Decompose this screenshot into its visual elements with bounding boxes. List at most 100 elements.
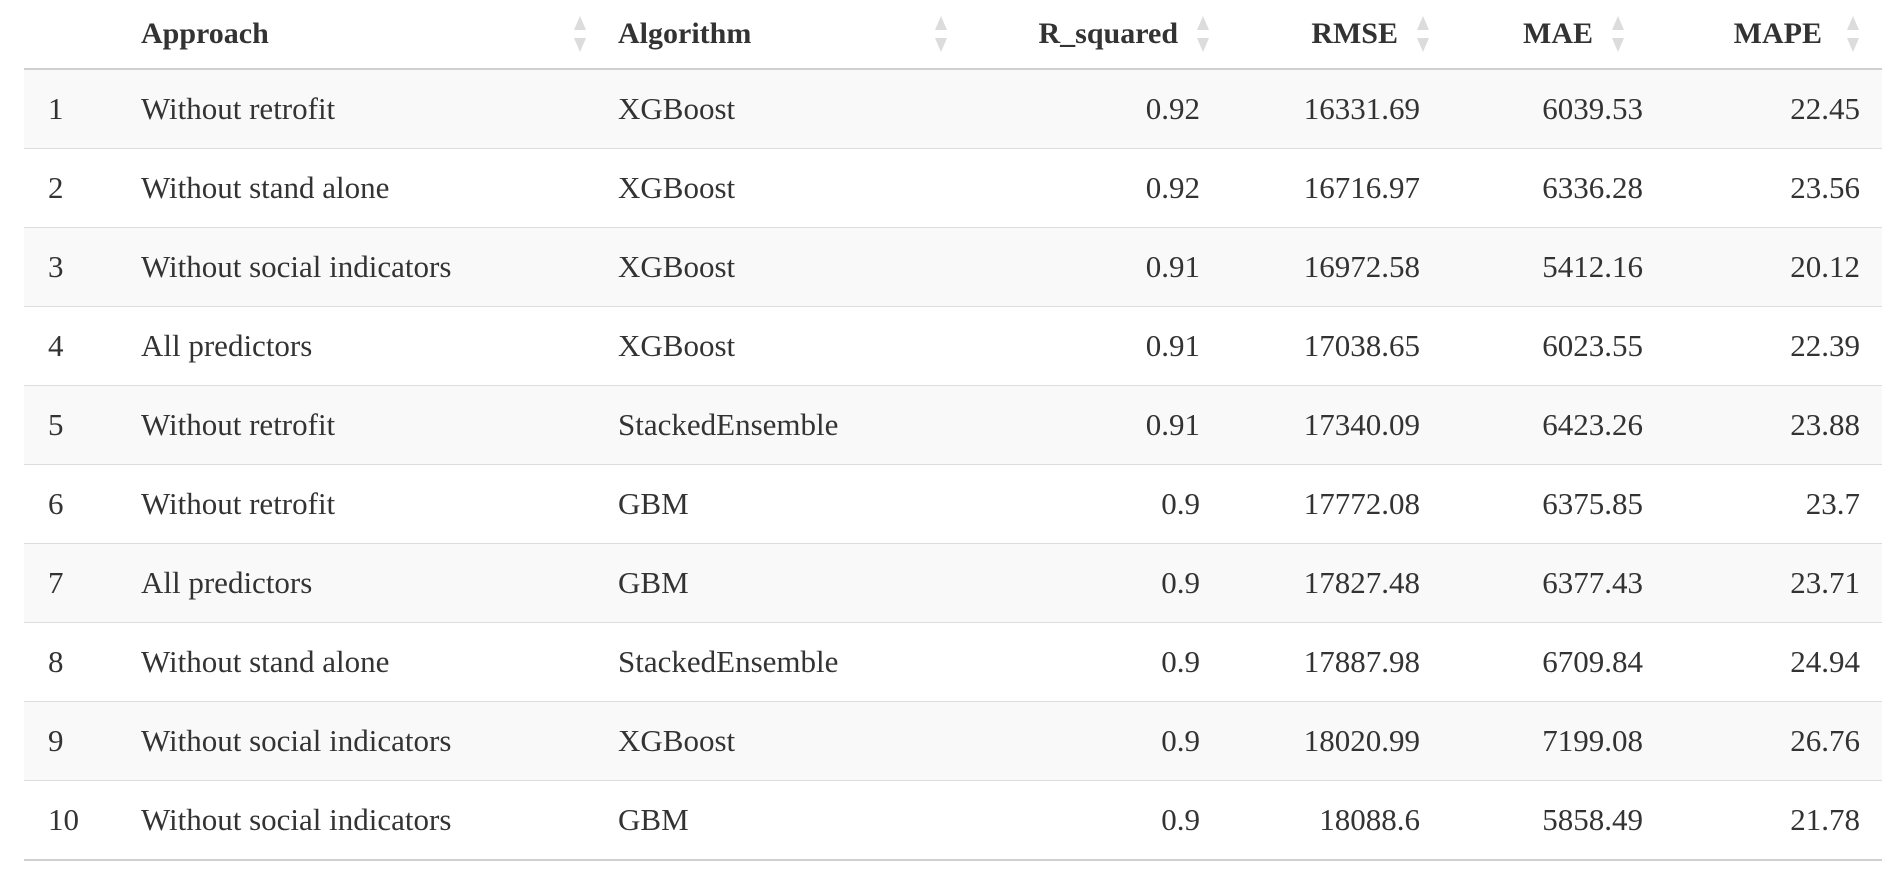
header-mae-label: MAE (1523, 17, 1593, 50)
header-rmse-label: RMSE (1311, 17, 1398, 50)
cell-rmse: 17827.48 (1228, 543, 1448, 623)
cell-algorithm: StackedEnsemble (618, 622, 978, 702)
cell-algorithm: GBM (618, 543, 978, 623)
cell-mape: 23.88 (1643, 385, 1882, 465)
cell-index: 3 (24, 227, 141, 307)
cell-r-squared: 0.91 (978, 385, 1228, 465)
cell-approach: Without social indicators (141, 701, 618, 781)
cell-algorithm: XGBoost (618, 68, 978, 149)
cell-mape: 23.56 (1643, 148, 1882, 228)
cell-rmse: 17038.65 (1228, 306, 1448, 386)
header-mape[interactable]: MAPE (1643, 0, 1882, 70)
cell-approach: Without retrofit (141, 68, 618, 149)
cell-mae: 5858.49 (1448, 780, 1643, 861)
cell-index: 2 (24, 148, 141, 228)
cell-index: 10 (24, 780, 141, 861)
cell-index: 4 (24, 306, 141, 386)
cell-mae: 6423.26 (1448, 385, 1643, 465)
table-row: 3 Without social indicators XGBoost 0.91 169… (24, 227, 1882, 307)
cell-r-squared: 0.9 (978, 464, 1228, 544)
sort-both-icon[interactable] (573, 14, 587, 54)
cell-index: 9 (24, 701, 141, 781)
table-row: 6 Without retrofit GBM 0.9 17772.08 6375.85 23… (24, 464, 1882, 544)
header-mae[interactable]: MAE (1448, 0, 1643, 70)
header-approach-label: Approach (141, 17, 269, 50)
header-algorithm[interactable]: Algorithm (618, 0, 978, 70)
table-row: 10 Without social indicators GBM 0.9 18088.6… (24, 780, 1882, 861)
cell-mae: 6377.43 (1448, 543, 1643, 623)
cell-index: 1 (24, 68, 141, 149)
cell-mae: 7199.08 (1448, 701, 1643, 781)
cell-r-squared: 0.92 (978, 148, 1228, 228)
cell-r-squared: 0.91 (978, 306, 1228, 386)
sort-both-icon[interactable] (1416, 14, 1430, 54)
header-index (24, 0, 141, 70)
cell-mape: 22.45 (1643, 68, 1882, 149)
cell-approach: All predictors (141, 543, 618, 623)
cell-algorithm: GBM (618, 780, 978, 861)
results-table-container: Approach Algorithm R_squared (24, 0, 1882, 861)
cell-algorithm: GBM (618, 464, 978, 544)
table-row: 5 Without retrofit StackedEnsemble 0.91 1734… (24, 385, 1882, 465)
cell-algorithm: XGBoost (618, 306, 978, 386)
table-row: 2 Without stand alone XGBoost 0.92 16716.97 6… (24, 148, 1882, 228)
cell-r-squared: 0.9 (978, 780, 1228, 861)
header-r-squared-label: R_squared (1038, 17, 1178, 50)
cell-index: 6 (24, 464, 141, 544)
table-body: 1 Without retrofit XGBoost 0.92 16331.69 6039… (24, 68, 1882, 861)
cell-mape: 22.39 (1643, 306, 1882, 386)
header-rmse[interactable]: RMSE (1228, 0, 1448, 70)
cell-mae: 6709.84 (1448, 622, 1643, 702)
sort-both-icon[interactable] (1611, 14, 1625, 54)
sort-both-icon[interactable] (1196, 14, 1210, 54)
cell-mae: 6023.55 (1448, 306, 1643, 386)
table-row: 8 Without stand alone StackedEnsemble 0.9 17… (24, 622, 1882, 702)
cell-rmse: 16331.69 (1228, 68, 1448, 149)
cell-mape: 23.71 (1643, 543, 1882, 623)
cell-mape: 26.76 (1643, 701, 1882, 781)
cell-mae: 6336.28 (1448, 148, 1643, 228)
cell-algorithm: XGBoost (618, 227, 978, 307)
table-row: 4 All predictors XGBoost 0.91 17038.65 6023.5… (24, 306, 1882, 386)
results-table: Approach Algorithm R_squared (24, 0, 1882, 861)
cell-rmse: 18088.6 (1228, 780, 1448, 861)
cell-mae: 6375.85 (1448, 464, 1643, 544)
cell-approach: Without stand alone (141, 622, 618, 702)
cell-approach: Without social indicators (141, 780, 618, 861)
sort-both-icon[interactable] (934, 14, 948, 54)
cell-r-squared: 0.9 (978, 622, 1228, 702)
cell-index: 8 (24, 622, 141, 702)
table-row: 1 Without retrofit XGBoost 0.92 16331.69 6039… (24, 68, 1882, 149)
cell-approach: All predictors (141, 306, 618, 386)
cell-rmse: 18020.99 (1228, 701, 1448, 781)
cell-rmse: 17772.08 (1228, 464, 1448, 544)
cell-rmse: 17340.09 (1228, 385, 1448, 465)
cell-algorithm: StackedEnsemble (618, 385, 978, 465)
cell-approach: Without social indicators (141, 227, 618, 307)
table-row: 9 Without social indicators XGBoost 0.9 1802… (24, 701, 1882, 781)
table-header: Approach Algorithm R_squared (24, 0, 1882, 70)
cell-algorithm: XGBoost (618, 148, 978, 228)
cell-r-squared: 0.9 (978, 701, 1228, 781)
cell-rmse: 16972.58 (1228, 227, 1448, 307)
cell-mape: 21.78 (1643, 780, 1882, 861)
cell-mape: 24.94 (1643, 622, 1882, 702)
cell-mae: 5412.16 (1448, 227, 1643, 307)
header-mape-label: MAPE (1733, 17, 1822, 50)
cell-index: 5 (24, 385, 141, 465)
header-approach[interactable]: Approach (141, 0, 618, 70)
cell-mape: 20.12 (1643, 227, 1882, 307)
cell-mae: 6039.53 (1448, 68, 1643, 149)
cell-approach: Without retrofit (141, 385, 618, 465)
header-algorithm-label: Algorithm (618, 17, 752, 50)
cell-approach: Without retrofit (141, 464, 618, 544)
header-r-squared[interactable]: R_squared (978, 0, 1228, 70)
cell-algorithm: XGBoost (618, 701, 978, 781)
sort-both-icon[interactable] (1846, 14, 1860, 54)
cell-rmse: 17887.98 (1228, 622, 1448, 702)
cell-r-squared: 0.9 (978, 543, 1228, 623)
cell-rmse: 16716.97 (1228, 148, 1448, 228)
header-row: Approach Algorithm R_squared (24, 0, 1882, 70)
cell-r-squared: 0.92 (978, 68, 1228, 149)
table-row: 7 All predictors GBM 0.9 17827.48 6377.43 23.7… (24, 543, 1882, 623)
